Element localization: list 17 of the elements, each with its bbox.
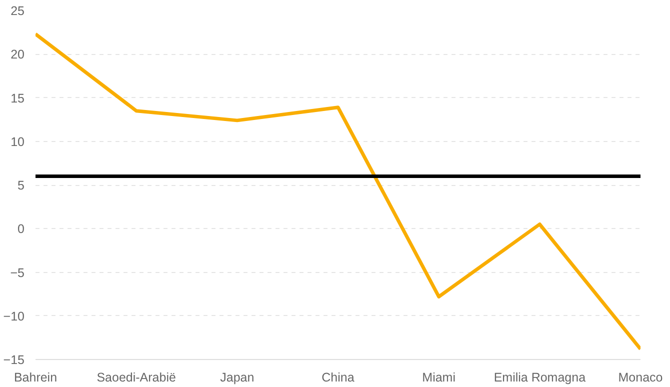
x-tick-label: Japan	[220, 370, 254, 384]
y-tick-label: 15	[10, 91, 25, 106]
y-tick-label: 0	[18, 222, 25, 236]
y-tick-label: 25	[10, 4, 25, 18]
y-tick-label: −15	[3, 353, 25, 367]
y-tick-label: 20	[10, 48, 25, 62]
y-tick-label: 10	[10, 134, 25, 149]
x-tick-label: Monaco	[618, 370, 663, 384]
x-tick-label: Bahrein	[14, 370, 58, 384]
x-tick-label: Emilia Romagna	[494, 370, 586, 384]
x-tick-label: China	[322, 370, 354, 384]
y-tick-label: −5	[10, 266, 25, 280]
x-tick-label: Miami	[422, 370, 456, 384]
x-tick-label: Saoedi-Arabië	[96, 370, 176, 384]
y-tick-label: 5	[18, 178, 25, 192]
line-series	[36, 32, 640, 351]
y-tick-label: −10	[3, 309, 25, 324]
